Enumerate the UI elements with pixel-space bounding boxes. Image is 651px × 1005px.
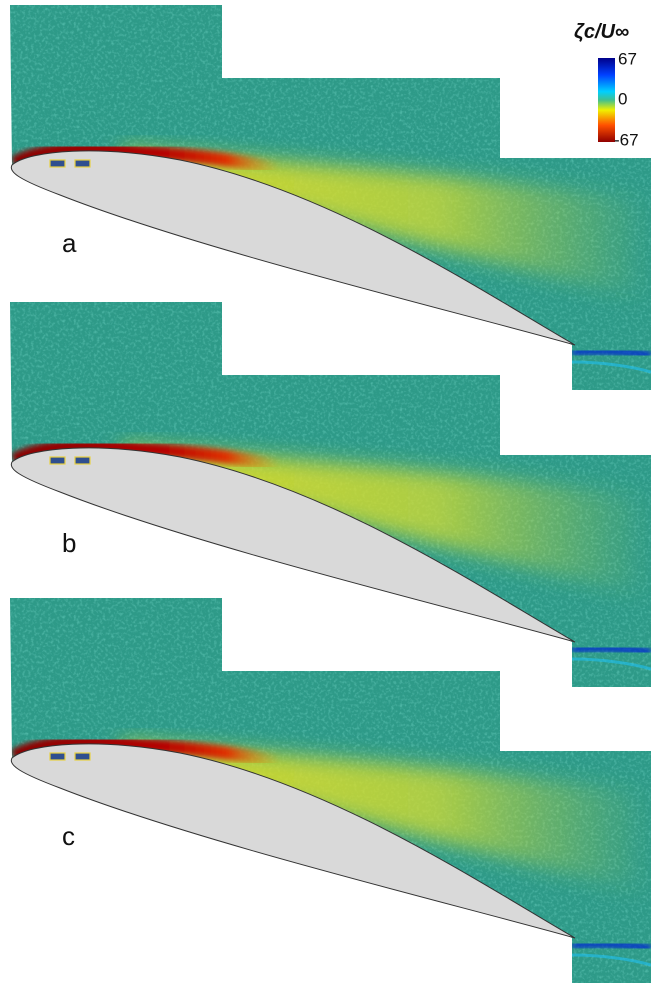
colorbar-tick: -67	[614, 130, 639, 149]
panel-label: a	[62, 228, 77, 258]
panel-label: b	[62, 528, 76, 558]
panel-label: c	[62, 821, 75, 851]
figure: a b c ζc/U∞ 67 0 -67	[0, 0, 651, 1005]
panel-c-field	[0, 593, 651, 993]
colorbar-tick: 0	[618, 89, 627, 108]
colorbar-title: ζc/U∞	[574, 21, 629, 43]
colorbar-tick: 67	[618, 49, 637, 68]
colorbar	[598, 58, 615, 142]
